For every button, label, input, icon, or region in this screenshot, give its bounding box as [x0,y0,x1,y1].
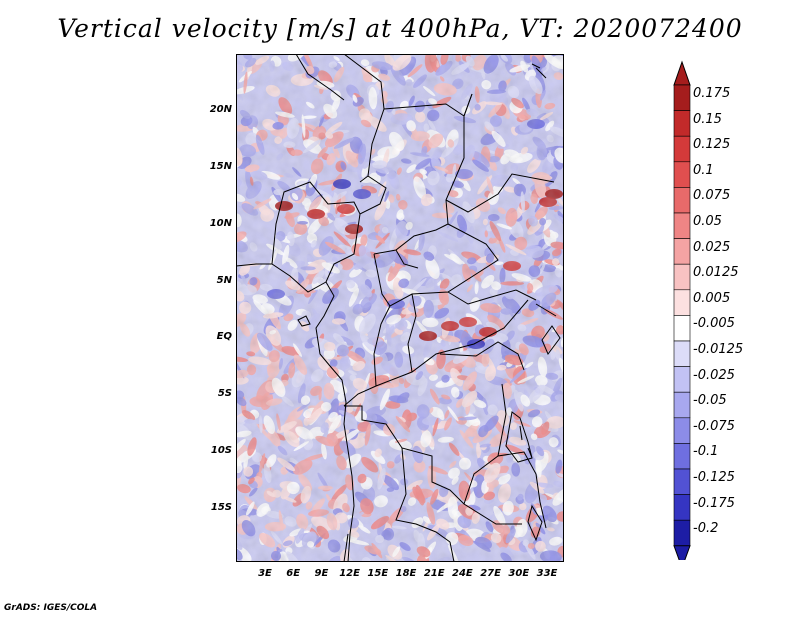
coastline [236,263,561,562]
colorbar-segment [673,340,691,367]
lat-label: 15N [209,161,232,172]
colorbar-label: 0.05 [693,214,722,229]
colorbar-label: 0.125 [693,137,731,153]
colorbar-segment [673,315,691,342]
colorbar-top-arrow [673,60,691,86]
colorbar-label: -0.005 [693,316,735,332]
colorbar-segment [673,443,691,470]
colorbar-segment [673,84,691,111]
lat-label: 15S [210,502,232,513]
colorbar-label: -0.025 [693,367,735,383]
lat-label: EQ [216,331,232,342]
velocity-map [236,54,564,562]
lon-label: 15E [367,568,389,579]
colorbar-segment [673,212,691,239]
colorbar-label: -0.1 [693,444,719,460]
colorbar-label: 0.075 [693,188,731,204]
colorbar-label: 0.1 [693,162,714,178]
colorbar-segment [673,187,691,214]
colorbar-segment [673,135,691,163]
lon-label: 9E [314,568,329,579]
colorbar-segment [673,263,691,291]
colorbar-segment [673,366,691,393]
lon-label: 33E [536,568,558,579]
colorbar-label: -0.125 [693,470,735,485]
lon-label: 6E [286,568,301,579]
colorbar-segment [673,391,691,419]
colorbar-segment [673,468,691,495]
colorbar-label: -0.075 [693,418,735,434]
colorbar-label: -0.175 [693,495,735,511]
lat-label: 20N [209,104,232,115]
plot-title: Vertical velocity [m/s] at 400hPa, VT: 2… [57,14,743,43]
colorbar-label: -0.2 [693,521,719,537]
lat-label: 5S [217,388,232,399]
lon-label: 12E [339,568,360,579]
colorbar-segment [673,110,691,137]
country-borders [271,54,557,562]
colorbar-segment [673,519,691,547]
colorbar-label: 0.0125 [693,265,739,281]
lon-label: 21E [423,568,445,579]
colorbar-segment [673,417,691,444]
lon-label: 18E [395,568,417,579]
colorbar-segment [673,494,691,521]
colorbar-segment [673,238,691,265]
grads-credit: GrADS: IGES/COLA [4,603,98,613]
lon-label: 30E [508,568,530,579]
colorbar-label: 0.175 [693,86,731,101]
lat-label: 10N [209,218,232,229]
map-frame [236,54,564,562]
lat-label: 10S [210,445,232,456]
colorbar-segment [673,161,691,188]
map-canvas [236,54,564,562]
lon-label: 24E [452,568,473,579]
colorbar-label: 0.025 [693,239,731,255]
colorbar-label: -0.0125 [693,342,744,357]
lat-label: 5N [216,275,232,286]
colorbar-bottom-arrow [673,545,691,560]
field-texture [236,54,564,562]
lon-label: 3E [258,568,272,579]
colorbar [673,60,691,560]
colorbar-label: 0.005 [693,290,731,306]
colorbar-segment [673,289,691,316]
colorbar-label: -0.05 [693,393,727,409]
lon-label: 27E [480,568,501,579]
colorbar-label: 0.15 [693,111,722,127]
